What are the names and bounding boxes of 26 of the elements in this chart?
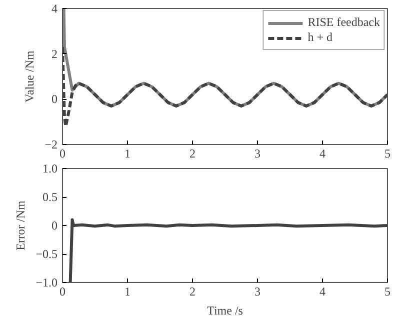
- x-tick-label: 5: [384, 284, 390, 298]
- x-tick-label: 4: [320, 146, 326, 160]
- y-tick-label: 0: [52, 92, 58, 106]
- y-tick-label: −1.0: [36, 276, 58, 290]
- line-series: [62, 46, 388, 128]
- x-tick-label: 2: [190, 284, 196, 298]
- x-tick-label: 3: [254, 284, 260, 298]
- y-tick-label: 4: [52, 2, 58, 16]
- y-axis-title: Value /Nm: [22, 50, 37, 102]
- line-series: [68, 218, 388, 282]
- legend-label: h + d: [308, 30, 332, 45]
- x-tick-label: 2: [190, 146, 196, 160]
- y-axis-title: Error /Nm: [14, 200, 28, 250]
- x-tick-label: 1: [124, 284, 130, 298]
- x-tick-label: 1: [124, 146, 130, 160]
- y-tick-label: 0: [52, 218, 58, 232]
- x-axis-title: Time /s: [207, 304, 244, 318]
- y-tick-label: 0.5: [42, 190, 58, 204]
- legend-label: RISE feedback: [308, 15, 380, 30]
- y-tick-label: −0.5: [36, 247, 58, 261]
- x-tick-label: 4: [320, 284, 326, 298]
- y-tick-label: 1.0: [42, 162, 58, 176]
- y-tick-label: −2: [44, 138, 58, 152]
- y-tick-label: 2: [52, 46, 58, 61]
- x-tick-label: 3: [254, 146, 260, 160]
- x-tick-label: 5: [384, 146, 390, 160]
